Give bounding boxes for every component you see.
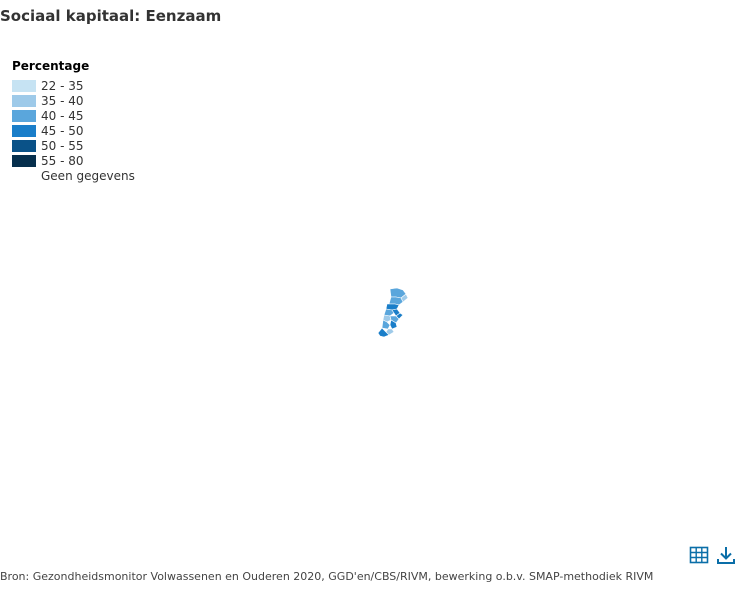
map-region[interactable] bbox=[389, 315, 400, 324]
table-icon[interactable] bbox=[689, 545, 709, 565]
legend-swatch bbox=[12, 169, 36, 182]
map-region[interactable] bbox=[381, 319, 391, 330]
map-region[interactable] bbox=[385, 328, 395, 336]
legend-label: 50 - 55 bbox=[41, 138, 84, 153]
map-region[interactable] bbox=[383, 308, 395, 317]
legend-swatch bbox=[12, 109, 36, 122]
map-region[interactable] bbox=[382, 314, 392, 323]
legend-label: 35 - 40 bbox=[41, 93, 84, 108]
legend-swatch bbox=[12, 139, 36, 152]
legend-item-1: 22 - 35 bbox=[12, 78, 135, 93]
legend-label: Geen gegevens bbox=[41, 168, 135, 183]
legend-title: Percentage bbox=[12, 59, 90, 73]
map-legend: Percentage 22 - 35 35 - 40 40 - 45 45 - … bbox=[12, 59, 135, 183]
legend-label: 55 - 80 bbox=[41, 153, 84, 168]
source-note: Bron: Gezondheidsmonitor Volwassenen en … bbox=[0, 570, 654, 583]
legend-item-4: 45 - 50 bbox=[12, 123, 135, 138]
map-region[interactable] bbox=[377, 327, 390, 338]
download-icon-graphic bbox=[717, 547, 735, 564]
legend-swatch bbox=[12, 154, 36, 167]
legend-swatch bbox=[12, 94, 36, 107]
table-icon-graphic bbox=[689, 546, 709, 564]
legend-item-2: 35 - 40 bbox=[12, 93, 135, 108]
legend-swatch bbox=[12, 124, 36, 137]
legend-label: 22 - 35 bbox=[41, 78, 84, 93]
legend-item-3: 40 - 45 bbox=[12, 108, 135, 123]
map-region[interactable] bbox=[389, 319, 398, 330]
legend-label: 45 - 50 bbox=[41, 123, 84, 138]
map-title: Sociaal kapitaal: Eenzaam bbox=[0, 7, 222, 25]
download-icon[interactable] bbox=[716, 545, 736, 565]
legend-item-6: 55 - 80 bbox=[12, 153, 135, 168]
legend-item-no-data: Geen gegevens bbox=[12, 168, 135, 183]
legend-item-5: 50 - 55 bbox=[12, 138, 135, 153]
legend-label: 40 - 45 bbox=[41, 108, 84, 123]
legend-swatch bbox=[12, 79, 36, 92]
choropleth-map bbox=[377, 287, 409, 338]
